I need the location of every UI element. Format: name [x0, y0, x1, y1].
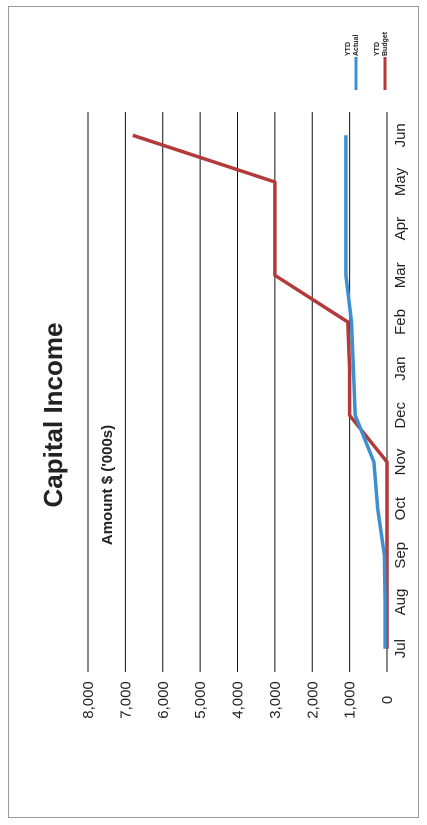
- y-tick-label: 4,000: [230, 681, 247, 719]
- x-tick-label: Mar: [392, 262, 409, 288]
- legend-label: YTDActual: [345, 35, 360, 56]
- y-tick-label: 3,000: [267, 681, 284, 719]
- y-tick-label: 5,000: [192, 681, 209, 719]
- x-tick-label: Jul: [392, 639, 409, 658]
- x-tick-label: Feb: [392, 309, 409, 335]
- y-tick-label: 2,000: [304, 681, 321, 719]
- x-tick-label: May: [392, 167, 409, 196]
- y-tick-label: 0: [379, 696, 396, 704]
- gridlines: [87, 112, 388, 672]
- series-lines: [132, 133, 389, 649]
- series-line: [344, 135, 387, 649]
- x-tick-label: Aug: [392, 589, 409, 616]
- x-tick-label: Sep: [392, 542, 409, 569]
- y-axis-title: Amount $ ('000s): [99, 425, 116, 545]
- series-line: [132, 133, 389, 649]
- y-tick-label: 6,000: [155, 681, 172, 719]
- x-tick-label: Dec: [392, 402, 409, 429]
- x-tick-label: Nov: [392, 448, 409, 475]
- chart-title: Capital Income: [38, 323, 68, 508]
- x-tick-label: Jun: [392, 123, 409, 147]
- legend: YTDActual YTDBudget: [345, 31, 389, 90]
- x-tick-label: Jan: [392, 357, 409, 381]
- y-tick-label: 1,000: [342, 681, 359, 719]
- y-tick-label: 8,000: [80, 681, 97, 719]
- legend-label: YTDBudget: [374, 31, 389, 56]
- x-tick-labels: Jul Aug Sep Oct Nov Dec Jan Feb Mar Apr May Jun: [392, 123, 409, 658]
- chart-frame: [8, 6, 419, 818]
- x-tick-label: Apr: [392, 217, 409, 240]
- y-tick-label: 7,000: [117, 681, 134, 719]
- y-tick-labels: 0 1,000 2,000 3,000 4,000 5,000 6,000 7,000 8,00…: [80, 681, 396, 719]
- x-tick-label: Oct: [392, 496, 409, 520]
